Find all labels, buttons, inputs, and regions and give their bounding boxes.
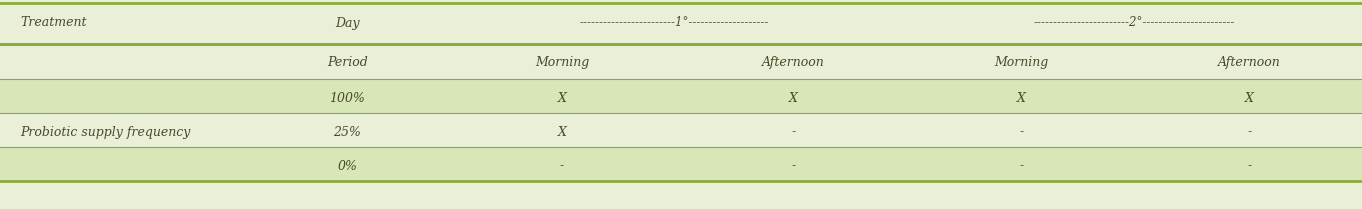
Text: Afternoon: Afternoon: [1218, 56, 1282, 69]
Bar: [0, 79, 1362, 113]
Text: 0%: 0%: [338, 160, 357, 173]
Text: X: X: [557, 126, 567, 139]
Text: ------------------------2°-----------------------: ------------------------2°--------------…: [1034, 17, 1234, 29]
Text: X: X: [1017, 92, 1026, 104]
Text: Period: Period: [327, 56, 368, 69]
Text: Day: Day: [335, 17, 360, 29]
Text: X: X: [1245, 92, 1254, 104]
Text: X: X: [557, 92, 567, 104]
Text: -: -: [1248, 160, 1252, 173]
Bar: [0, 3, 1362, 43]
Bar: [0, 43, 1362, 46]
Text: Morning: Morning: [994, 56, 1049, 69]
Text: -: -: [1019, 160, 1024, 173]
Text: 100%: 100%: [330, 92, 365, 104]
Bar: [0, 147, 1362, 181]
Text: -: -: [560, 160, 564, 173]
Bar: [0, 113, 1362, 147]
Text: Afternoon: Afternoon: [761, 56, 825, 69]
Text: Probiotic supply frequency: Probiotic supply frequency: [20, 126, 191, 139]
Bar: [0, 46, 1362, 79]
Text: -: -: [1248, 126, 1252, 139]
Text: Treatment: Treatment: [20, 17, 87, 29]
Text: -: -: [1019, 126, 1024, 139]
Text: -: -: [791, 126, 795, 139]
Text: 25%: 25%: [334, 126, 361, 139]
Text: X: X: [789, 92, 798, 104]
Text: Morning: Morning: [535, 56, 588, 69]
Text: -: -: [791, 160, 795, 173]
Text: ------------------------1°--------------------: ------------------------1°--------------…: [579, 17, 770, 29]
